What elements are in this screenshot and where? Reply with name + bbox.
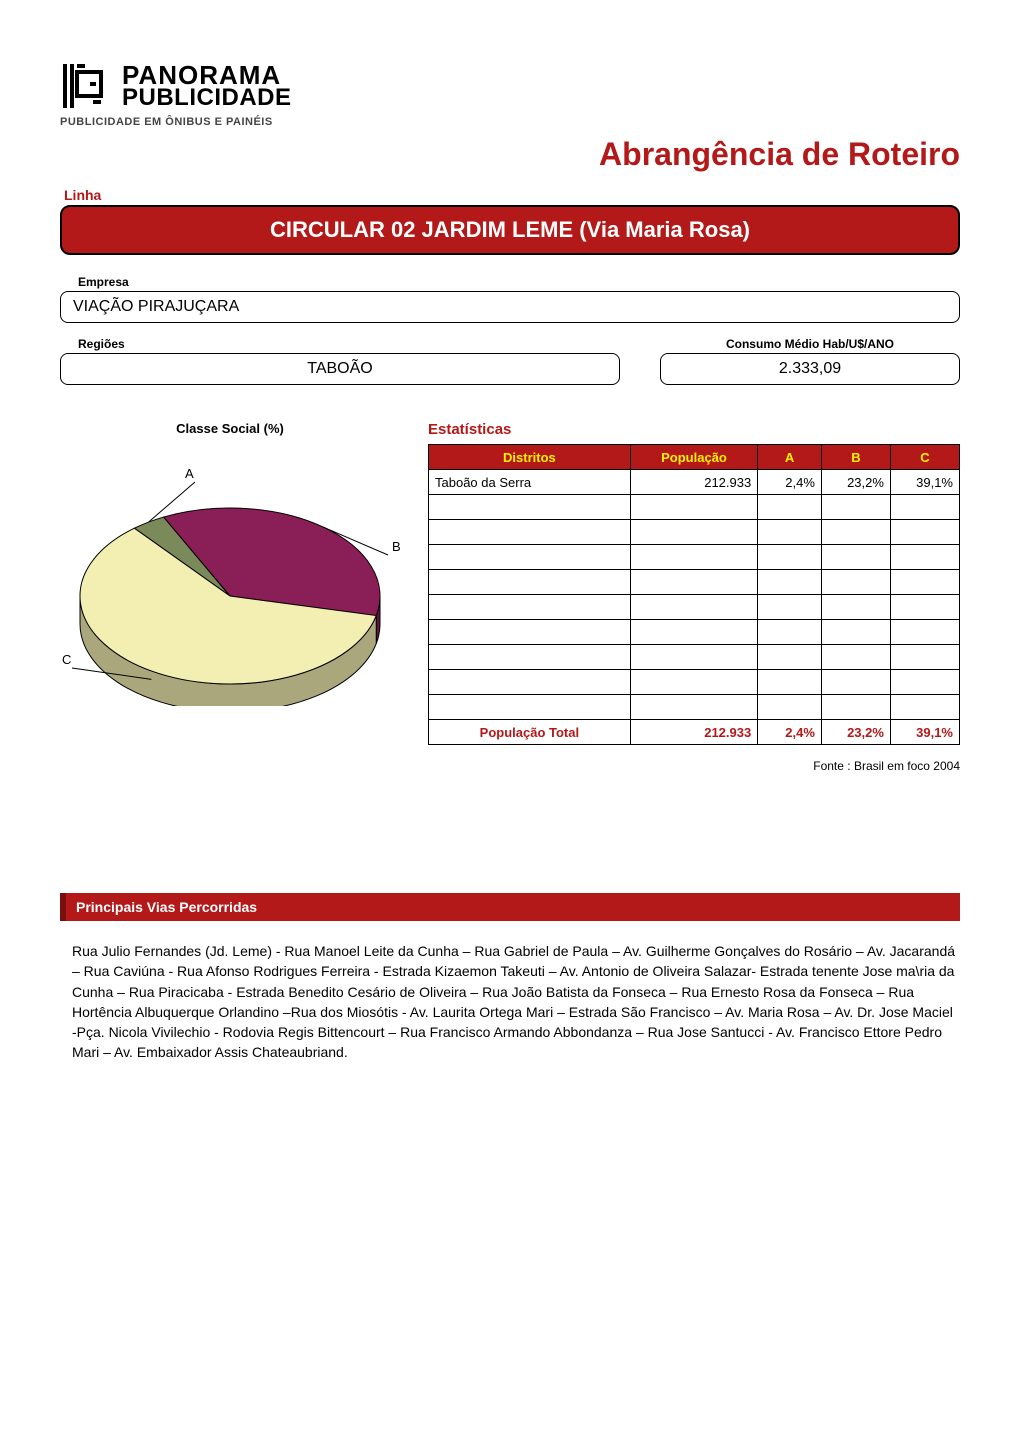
logo-block: PANORAMA PUBLICIDADE PUBLICIDADE EM ÔNIB… <box>60 60 350 128</box>
table-cell <box>890 645 959 670</box>
empresa-label: Empresa <box>78 275 960 289</box>
table-cell <box>630 545 757 570</box>
table-cell <box>758 595 822 620</box>
table-row <box>429 695 960 720</box>
table-cell <box>630 595 757 620</box>
table-cell <box>821 595 890 620</box>
table-cell <box>429 645 631 670</box>
table-cell <box>890 520 959 545</box>
table-cell: Taboão da Serra <box>429 470 631 495</box>
table-cell <box>630 645 757 670</box>
regioes-value: TABOÃO <box>60 353 620 385</box>
table-row <box>429 520 960 545</box>
page-title: Abrangência de Roteiro <box>60 136 960 173</box>
stats-source: Fonte : Brasil em foco 2004 <box>428 759 960 773</box>
linha-label: Linha <box>64 187 960 203</box>
table-cell <box>890 695 959 720</box>
table-row <box>429 620 960 645</box>
table-cell <box>758 520 822 545</box>
pie-slice-label: A <box>185 466 194 481</box>
table-cell <box>890 545 959 570</box>
table-cell <box>758 645 822 670</box>
table-row <box>429 595 960 620</box>
total-b: 23,2% <box>821 720 890 745</box>
table-row <box>429 670 960 695</box>
table-cell <box>821 545 890 570</box>
th-populacao: População <box>630 445 757 470</box>
table-cell <box>429 595 631 620</box>
table-cell <box>630 520 757 545</box>
pie-slice-label: C <box>62 652 71 667</box>
table-cell <box>821 695 890 720</box>
table-cell <box>429 545 631 570</box>
table-cell: 212.933 <box>630 470 757 495</box>
table-row <box>429 645 960 670</box>
th-a: A <box>758 445 822 470</box>
table-cell <box>630 570 757 595</box>
table-cell <box>429 495 631 520</box>
table-cell <box>758 620 822 645</box>
consumo-value: 2.333,09 <box>660 353 960 385</box>
stats-table: Distritos População A B C Taboão da Serr… <box>428 444 960 745</box>
table-cell <box>758 695 822 720</box>
table-cell <box>821 520 890 545</box>
table-row <box>429 570 960 595</box>
table-cell <box>821 570 890 595</box>
vias-body: Rua Julio Fernandes (Jd. Leme) - Rua Man… <box>60 941 960 1063</box>
consumo-label: Consumo Médio Hab/U$/ANO <box>660 337 960 351</box>
table-row <box>429 545 960 570</box>
table-cell <box>630 695 757 720</box>
table-cell <box>890 570 959 595</box>
table-cell <box>758 495 822 520</box>
table-cell <box>429 570 631 595</box>
pie-title: Classe Social (%) <box>176 421 284 436</box>
table-row: Taboão da Serra212.9332,4%23,2%39,1% <box>429 470 960 495</box>
table-cell <box>821 670 890 695</box>
table-cell <box>890 495 959 520</box>
table-cell <box>630 670 757 695</box>
table-cell <box>758 545 822 570</box>
total-label: População Total <box>429 720 631 745</box>
regioes-label: Regiões <box>78 337 620 351</box>
logo-mark-icon <box>60 60 116 112</box>
pie-chart: A B C <box>60 456 400 706</box>
table-cell <box>821 620 890 645</box>
table-cell <box>758 670 822 695</box>
logo-tagline: PUBLICIDADE EM ÔNIBUS E PAINÉIS <box>60 116 273 128</box>
th-c: C <box>890 445 959 470</box>
th-b: B <box>821 445 890 470</box>
table-cell: 23,2% <box>821 470 890 495</box>
total-c: 39,1% <box>890 720 959 745</box>
table-row <box>429 495 960 520</box>
total-a: 2,4% <box>758 720 822 745</box>
pie-slice-label: B <box>392 539 400 554</box>
table-cell <box>821 645 890 670</box>
table-cell <box>630 620 757 645</box>
total-pop: 212.933 <box>630 720 757 745</box>
table-cell <box>429 520 631 545</box>
table-cell <box>890 620 959 645</box>
table-cell: 2,4% <box>758 470 822 495</box>
table-cell <box>630 495 757 520</box>
table-cell <box>429 670 631 695</box>
table-cell <box>890 670 959 695</box>
table-cell <box>821 495 890 520</box>
vias-header: Principais Vias Percorridas <box>60 893 960 921</box>
table-cell <box>758 570 822 595</box>
empresa-value: VIAÇÃO PIRAJUÇARA <box>60 291 960 323</box>
table-cell <box>429 620 631 645</box>
linha-banner: CIRCULAR 02 JARDIM LEME (Via Maria Rosa) <box>60 205 960 255</box>
table-cell: 39,1% <box>890 470 959 495</box>
table-cell <box>429 695 631 720</box>
logo-line2: PUBLICIDADE <box>122 87 292 109</box>
table-cell <box>890 595 959 620</box>
stats-heading: Estatísticas <box>428 421 960 438</box>
th-distritos: Distritos <box>429 445 631 470</box>
